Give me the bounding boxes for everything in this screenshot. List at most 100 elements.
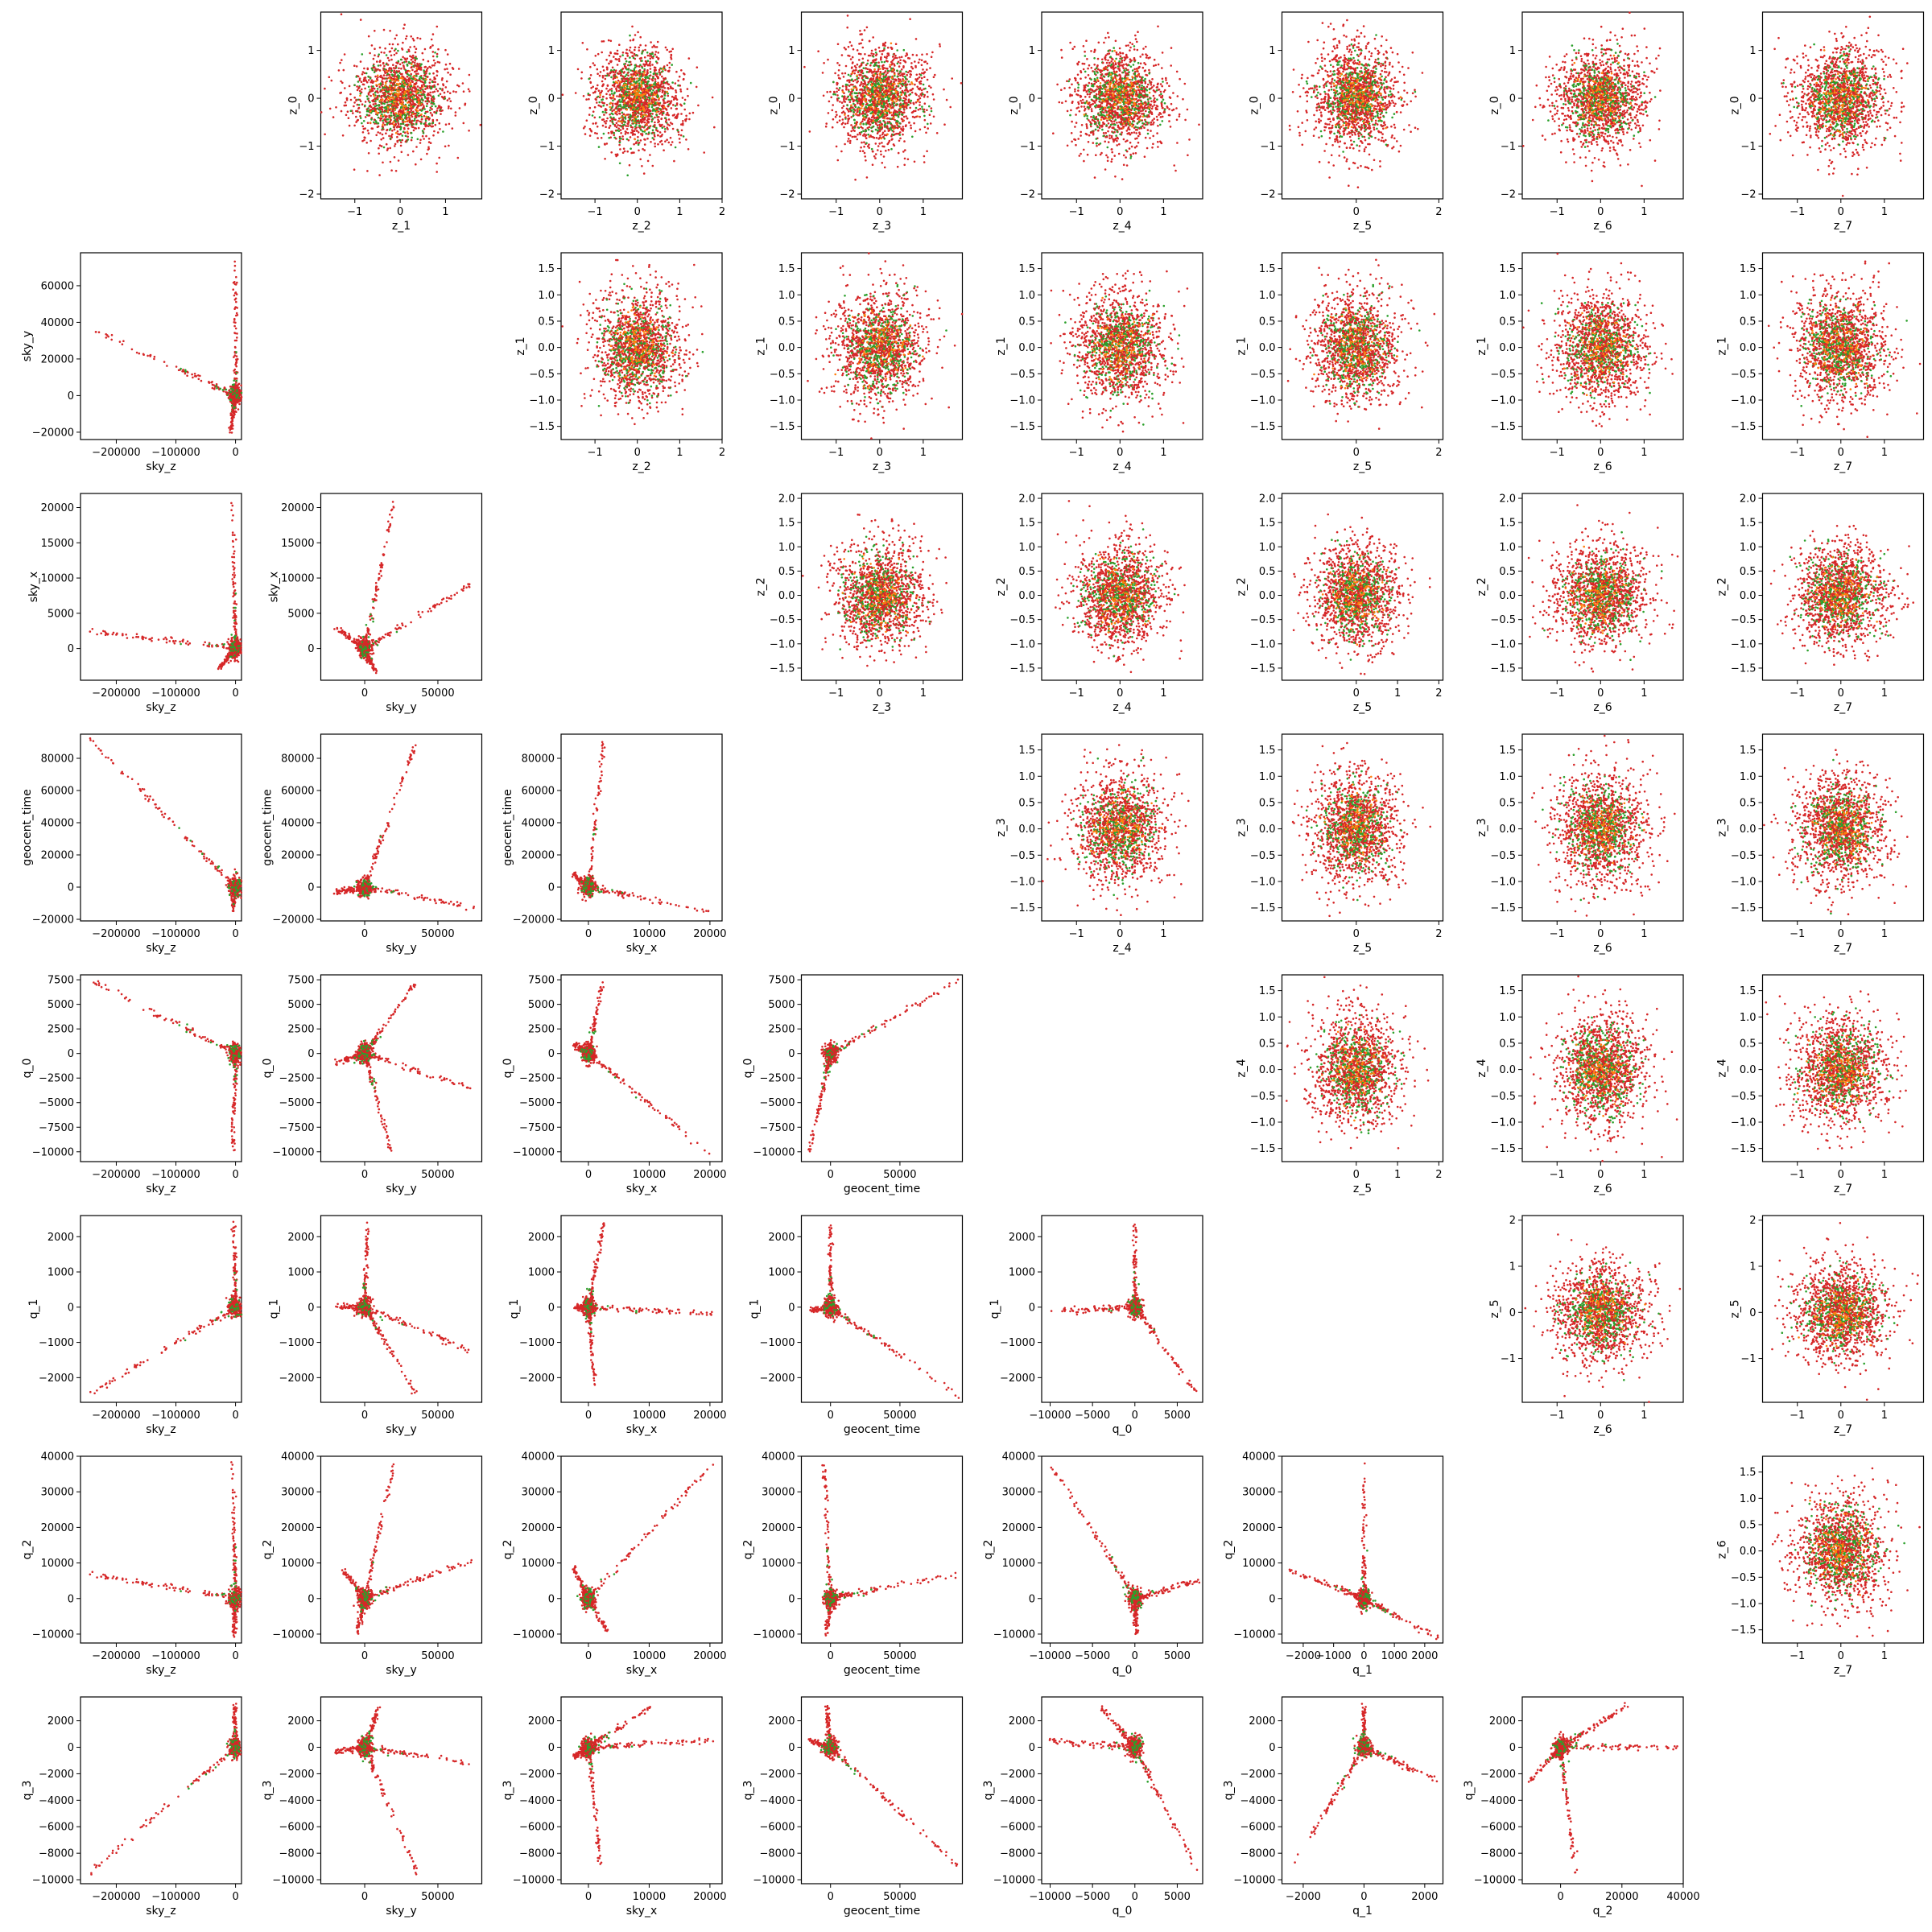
data-point	[436, 26, 439, 28]
data-point	[871, 50, 873, 52]
data-point	[634, 64, 637, 67]
data-point	[444, 146, 447, 148]
data-point	[402, 86, 405, 89]
data-point	[650, 41, 652, 43]
data-point	[671, 107, 673, 109]
data-point	[436, 163, 438, 165]
data-point	[382, 81, 384, 84]
data-point	[906, 118, 909, 120]
data-point	[638, 65, 641, 68]
data-point	[658, 102, 660, 105]
data-point	[629, 164, 631, 167]
data-point	[382, 124, 384, 126]
data-point	[390, 71, 392, 73]
data-point	[642, 97, 644, 99]
data-point	[402, 139, 404, 142]
data-point	[384, 110, 386, 113]
data-point	[893, 111, 895, 114]
data-point	[403, 88, 406, 90]
data-point	[359, 77, 361, 80]
data-point	[362, 131, 365, 134]
data-point	[651, 64, 654, 66]
data-point	[673, 114, 675, 116]
data-point	[625, 49, 628, 52]
data-point	[629, 49, 631, 52]
data-point	[391, 73, 394, 76]
data-point	[637, 98, 639, 101]
data-point	[860, 74, 862, 76]
data-point	[654, 69, 656, 72]
data-point	[642, 73, 644, 76]
data-point	[374, 118, 376, 121]
data-point	[638, 89, 640, 92]
data-point	[386, 149, 389, 151]
data-point	[611, 88, 613, 90]
data-point	[916, 74, 919, 76]
data-point	[386, 130, 388, 132]
data-point	[656, 116, 658, 118]
data-point	[630, 69, 632, 72]
data-point	[603, 133, 605, 135]
data-point	[617, 80, 620, 82]
data-point	[645, 86, 647, 89]
data-point	[435, 124, 437, 126]
data-point	[603, 114, 605, 116]
data-point	[656, 114, 658, 117]
data-point	[429, 92, 431, 94]
data-point	[871, 117, 873, 119]
data-point	[645, 76, 647, 79]
data-point	[432, 33, 435, 35]
data-point	[654, 92, 657, 94]
data-point	[422, 90, 424, 93]
data-point	[350, 110, 353, 113]
data-point	[666, 81, 668, 84]
data-point	[410, 73, 412, 76]
data-point	[425, 135, 427, 138]
data-point	[406, 84, 408, 86]
data-point	[407, 130, 409, 133]
data-point	[630, 86, 632, 89]
data-point	[910, 73, 912, 76]
data-point	[817, 50, 819, 52]
data-point	[367, 122, 369, 124]
data-point	[352, 112, 354, 114]
data-point	[609, 93, 611, 96]
data-point	[375, 134, 378, 137]
data-point	[420, 122, 423, 125]
data-point	[593, 64, 596, 67]
data-point	[843, 76, 845, 78]
data-point	[850, 130, 852, 133]
data-point	[411, 64, 413, 66]
data-point	[400, 59, 402, 61]
data-point	[414, 57, 416, 60]
data-point	[646, 114, 648, 117]
data-point	[455, 111, 457, 114]
data-point	[359, 115, 361, 118]
data-point	[480, 124, 482, 126]
data-point	[613, 137, 616, 139]
data-point	[669, 62, 671, 64]
data-point	[425, 78, 427, 80]
data-point	[444, 68, 446, 71]
data-point	[430, 94, 432, 97]
data-point	[617, 130, 619, 132]
data-point	[400, 123, 402, 126]
data-point	[605, 78, 607, 80]
data-point	[926, 53, 928, 56]
data-point	[651, 92, 654, 94]
data-point	[654, 142, 656, 145]
data-point	[625, 90, 627, 93]
data-point	[365, 80, 367, 82]
data-point	[652, 101, 654, 104]
data-point	[419, 109, 421, 111]
data-point	[614, 125, 617, 127]
data-point	[844, 72, 847, 75]
data-point	[409, 82, 411, 85]
data-point	[910, 62, 913, 64]
data-point	[662, 126, 664, 129]
data-point	[436, 107, 439, 109]
data-point	[624, 76, 626, 78]
data-point	[624, 151, 626, 153]
data-point	[440, 106, 443, 109]
data-point	[859, 30, 861, 32]
